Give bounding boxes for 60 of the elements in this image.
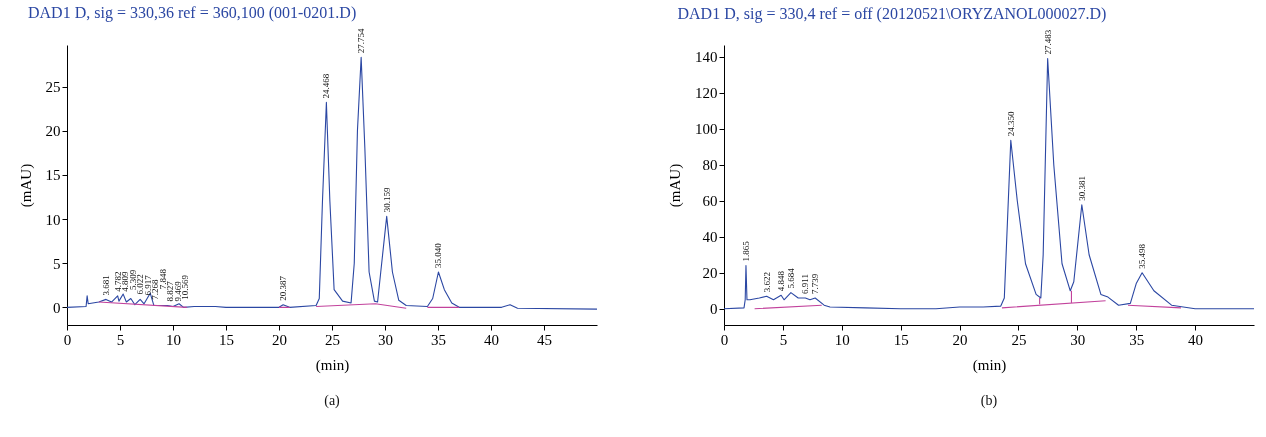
x-tick-label: 25: [325, 331, 340, 348]
y-axis-title: (mAU): [667, 163, 684, 208]
x-axis-title: (min): [315, 356, 350, 374]
annotation: 10.569: [180, 274, 191, 300]
y-tick-label: 10: [45, 211, 61, 228]
y-tick-label: 25: [45, 79, 61, 96]
y-tick-label: 60: [702, 193, 718, 210]
annotation: 27.754: [356, 28, 367, 54]
annotation: 3.622: [761, 271, 772, 293]
y-tick-label: 120: [695, 85, 718, 102]
annotation: 35.498: [1137, 243, 1148, 269]
x-tick-label: 35: [1129, 331, 1145, 348]
x-tick-label: 35: [431, 331, 446, 348]
annotation: 30.159: [381, 187, 392, 213]
x-tick-label: 5: [116, 331, 125, 348]
annotation: 5.684: [785, 267, 796, 289]
x-tick-label: 15: [219, 331, 234, 348]
x-tick-label: 0: [720, 331, 729, 348]
annotation: 1.865: [740, 240, 751, 262]
annotation: 35.040: [433, 242, 444, 268]
chart-title: DAD1 D, sig = 330,4 ref = off (20120521\ORYZANOL000027.D): [677, 4, 1107, 23]
line-series: [67, 56, 597, 310]
annotation: 3.681: [101, 275, 112, 296]
y-tick-label: 15: [45, 167, 61, 184]
x-tick-label: 20: [272, 331, 287, 348]
x-tick-label: 15: [893, 331, 909, 348]
annotation: 6.911: [800, 274, 811, 294]
x-tick-label: 10: [834, 331, 850, 348]
y-tick-label: 0: [53, 299, 61, 316]
x-tick-label: 30: [1070, 331, 1086, 348]
annotation: 30.381: [1076, 175, 1087, 201]
y-tick-label: 20: [702, 265, 718, 282]
x-axis-title: (min): [972, 356, 1007, 374]
y-tick-label: 80: [702, 157, 718, 174]
x-tick-label: 30: [378, 331, 393, 348]
annotation: 4.782: [112, 271, 123, 292]
x-tick-label: 40: [1188, 331, 1204, 348]
y-tick-label: 40: [702, 229, 718, 246]
x-tick-label: 5: [779, 331, 788, 348]
y-tick-label: 140: [695, 49, 718, 66]
y-tick-label: 20: [45, 123, 61, 140]
chart-title: DAD1 D, sig = 330,36 ref = 360,100 (001-0201.D): [28, 3, 357, 22]
annotation: 27.483: [1042, 29, 1053, 55]
y-tick-label: 0: [710, 301, 718, 318]
y-tick-label: 100: [695, 121, 718, 138]
annotation: 4.848: [776, 270, 787, 292]
x-tick-label: 10: [166, 331, 181, 348]
annotation: 20.387: [278, 275, 289, 301]
x-tick-label: 20: [952, 331, 968, 348]
y-tick-label: 5: [53, 255, 61, 272]
text: (a): [324, 393, 341, 409]
annotation: 24.468: [321, 73, 332, 99]
annotation: 24.350: [1005, 111, 1016, 137]
x-tick-label: 25: [1011, 331, 1027, 348]
text: (b): [980, 393, 998, 409]
line-series: [724, 57, 1254, 310]
x-tick-label: 40: [484, 331, 499, 348]
annotation: 7.739: [810, 273, 821, 294]
x-tick-label: 45: [537, 331, 552, 348]
y-axis-title: (mAU): [17, 163, 35, 208]
